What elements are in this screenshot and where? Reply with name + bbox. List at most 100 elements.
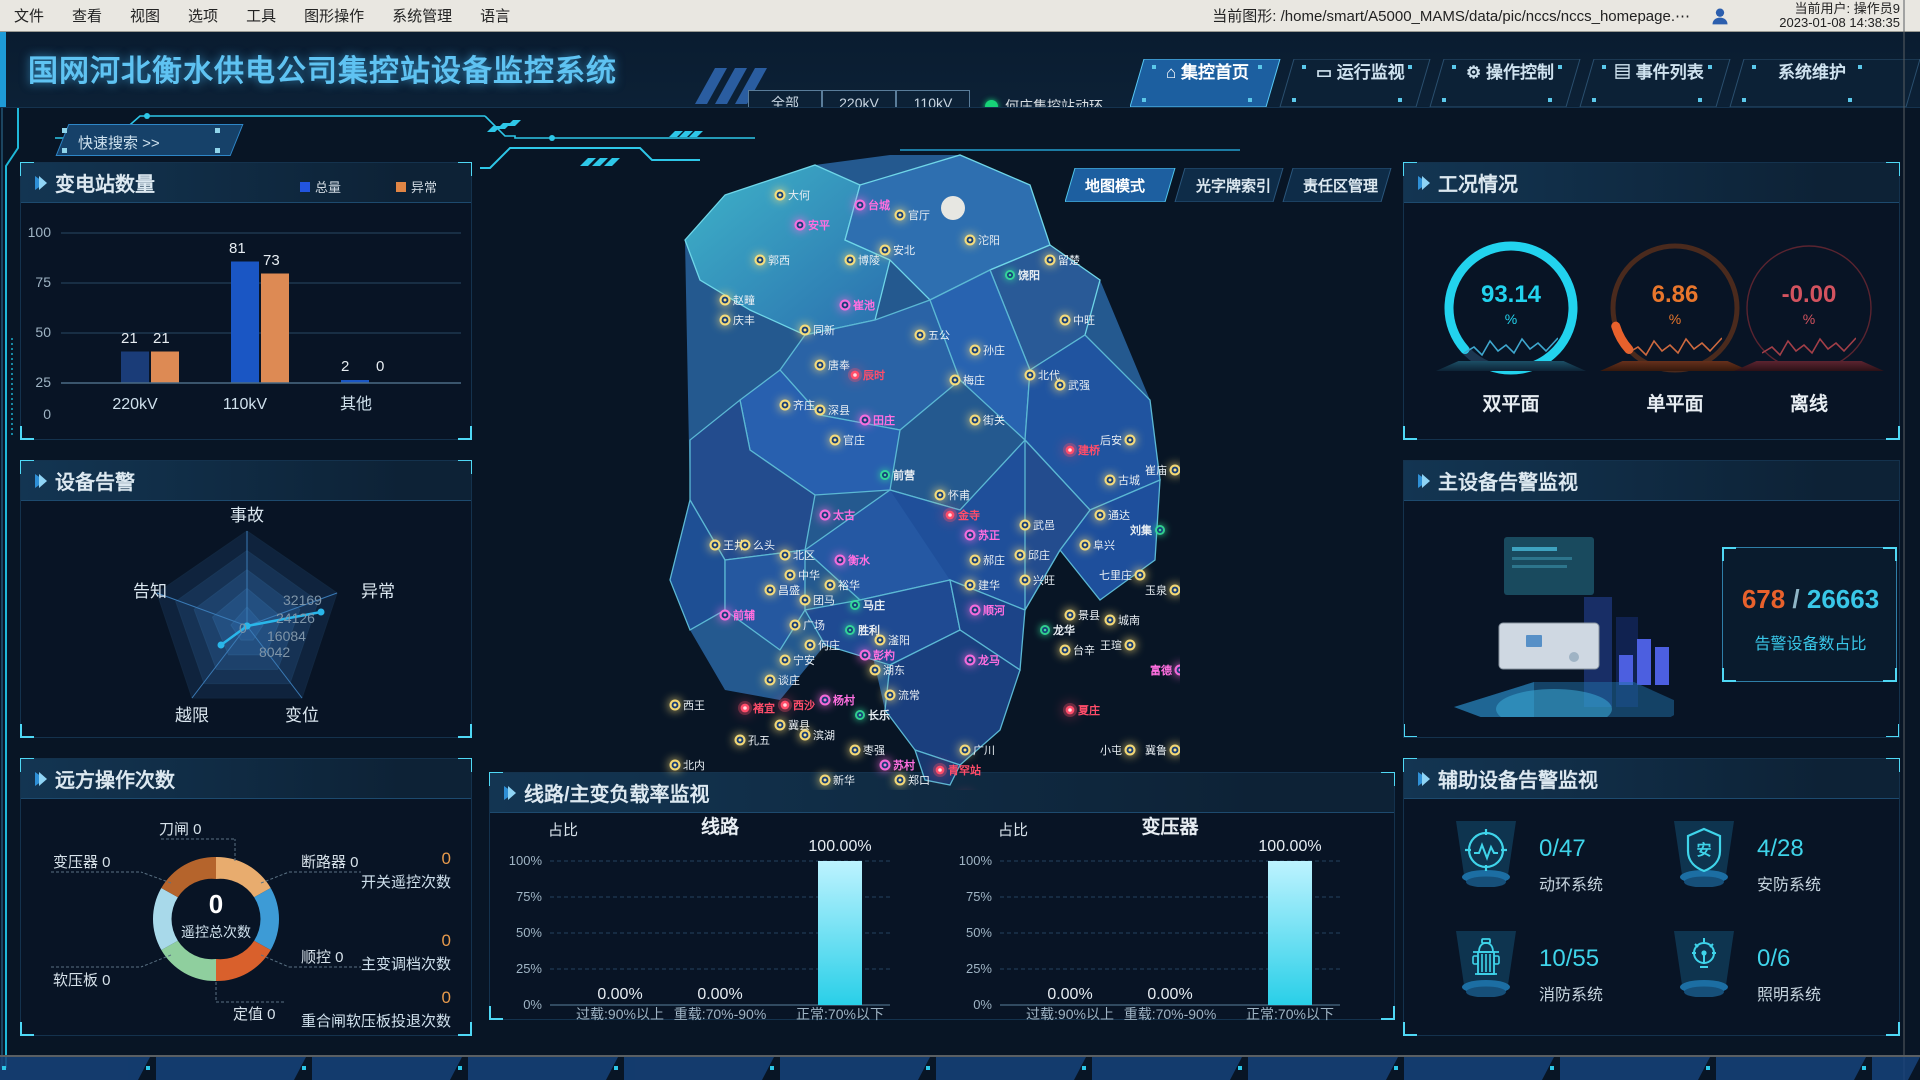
svg-text:重载:70%-90%: 重载:70%-90% bbox=[674, 1006, 767, 1021]
svg-text:其他: 其他 bbox=[340, 395, 372, 413]
svg-text:辰时: 辰时 bbox=[863, 368, 885, 382]
svg-text:32169: 32169 bbox=[283, 592, 322, 608]
svg-text:唐奉: 唐奉 bbox=[828, 358, 850, 372]
svg-text:孙庄: 孙庄 bbox=[983, 343, 1005, 357]
svg-text:官厅: 官厅 bbox=[908, 208, 930, 222]
svg-text:留楚: 留楚 bbox=[1058, 253, 1080, 267]
svg-text:前营: 前营 bbox=[893, 468, 915, 482]
svg-text:西王: 西王 bbox=[683, 700, 705, 712]
svg-text:古城: 古城 bbox=[1118, 474, 1140, 487]
svg-text:北代: 北代 bbox=[1038, 369, 1060, 382]
svg-text:建华: 建华 bbox=[978, 578, 1000, 592]
svg-text:武邑: 武邑 bbox=[1033, 519, 1055, 532]
svg-text:大何: 大何 bbox=[788, 188, 810, 202]
svg-text:田庄: 田庄 bbox=[873, 413, 895, 427]
svg-text:官庄: 官庄 bbox=[843, 433, 865, 447]
svg-text:刀闸 0: 刀闸 0 bbox=[159, 821, 202, 838]
svg-text:顺控 0: 顺控 0 bbox=[301, 949, 344, 966]
svg-text:沱阳: 沱阳 bbox=[978, 233, 1000, 247]
svg-text:梅庄: 梅庄 bbox=[963, 373, 985, 387]
svg-text:变压器 0: 变压器 0 bbox=[53, 854, 111, 871]
svg-text:谈庄: 谈庄 bbox=[778, 673, 800, 687]
svg-text:七里庄: 七里庄 bbox=[1099, 568, 1132, 582]
svg-text:彭杓: 彭杓 bbox=[873, 648, 895, 662]
svg-text:软压板 0: 软压板 0 bbox=[53, 971, 111, 989]
svg-text:新华: 新华 bbox=[833, 773, 855, 787]
svg-text:中华: 中华 bbox=[798, 568, 820, 582]
svg-text:苏村: 苏村 bbox=[893, 758, 915, 772]
svg-text:0: 0 bbox=[239, 620, 247, 636]
svg-text:刘集: 刘集 bbox=[1130, 523, 1153, 537]
svg-text:24126: 24126 bbox=[276, 610, 315, 626]
svg-text:告知: 告知 bbox=[133, 582, 167, 601]
svg-text:台辛: 台辛 bbox=[1073, 643, 1095, 657]
svg-text:枣强: 枣强 bbox=[863, 744, 885, 757]
svg-text:安: 安 bbox=[1696, 841, 1711, 859]
svg-text:孔五: 孔五 bbox=[748, 734, 770, 747]
svg-text:深县: 深县 bbox=[828, 404, 850, 417]
svg-text:广场: 广场 bbox=[803, 618, 825, 632]
svg-text:8042: 8042 bbox=[259, 644, 290, 660]
svg-text:安平: 安平 bbox=[808, 218, 830, 232]
svg-text:0.00%: 0.00% bbox=[697, 986, 742, 1003]
svg-text:马庄: 马庄 bbox=[863, 598, 885, 612]
svg-text:正常:70%以下: 正常:70%以下 bbox=[1246, 1006, 1334, 1021]
svg-text:100.00%: 100.00% bbox=[1258, 838, 1321, 855]
svg-text:100.00%: 100.00% bbox=[808, 838, 871, 855]
svg-text:博陵: 博陵 bbox=[858, 254, 880, 267]
svg-text:庆丰: 庆丰 bbox=[733, 313, 755, 327]
svg-text:台城: 台城 bbox=[868, 198, 890, 212]
svg-text:后安: 后安 bbox=[1100, 433, 1122, 447]
svg-text:事故: 事故 bbox=[230, 506, 264, 525]
svg-text:异常: 异常 bbox=[361, 582, 395, 601]
svg-text:重合闸软压板投退次数: 重合闸软压板投退次数 bbox=[301, 1012, 451, 1030]
svg-text:杨村: 杨村 bbox=[833, 693, 855, 707]
svg-text:邱庄: 邱庄 bbox=[1028, 548, 1050, 562]
svg-text:前辅: 前辅 bbox=[733, 608, 755, 622]
svg-text:城南: 城南 bbox=[1118, 614, 1140, 627]
svg-text:冀鲁: 冀鲁 bbox=[1145, 743, 1167, 757]
svg-text:2: 2 bbox=[341, 358, 349, 375]
svg-text:青罕站: 青罕站 bbox=[948, 763, 981, 777]
svg-text:兴旺: 兴旺 bbox=[1033, 574, 1055, 587]
svg-text:断路器 0: 断路器 0 bbox=[301, 854, 359, 871]
svg-text:16084: 16084 bbox=[267, 628, 306, 644]
svg-text:么头: 么头 bbox=[753, 539, 775, 552]
svg-text:0: 0 bbox=[442, 849, 451, 868]
svg-text:0%: 0% bbox=[523, 997, 542, 1012]
svg-text:阜兴: 阜兴 bbox=[1093, 539, 1115, 552]
svg-text:81: 81 bbox=[229, 240, 246, 257]
svg-text:主变调档次数: 主变调档次数 bbox=[361, 956, 451, 973]
svg-text:遥控总次数: 遥控总次数 bbox=[181, 924, 251, 940]
svg-text:110kV: 110kV bbox=[223, 396, 268, 413]
svg-text:赵疃: 赵疃 bbox=[733, 293, 755, 307]
svg-text:50: 50 bbox=[35, 324, 51, 340]
svg-text:同新: 同新 bbox=[813, 323, 835, 337]
svg-text:25: 25 bbox=[35, 374, 51, 390]
svg-text:齐庄: 齐庄 bbox=[793, 398, 815, 412]
svg-text:太古: 太古 bbox=[832, 508, 855, 522]
svg-text:开关遥控次数: 开关遥控次数 bbox=[361, 874, 451, 891]
svg-text:21: 21 bbox=[153, 330, 170, 347]
svg-text:中旺: 中旺 bbox=[1073, 314, 1095, 327]
svg-text:变压器: 变压器 bbox=[1141, 815, 1199, 838]
svg-text:金寺: 金寺 bbox=[957, 508, 980, 522]
svg-text:75%: 75% bbox=[966, 889, 992, 904]
svg-text:北区: 北区 bbox=[793, 549, 815, 562]
svg-text:滏阳: 滏阳 bbox=[888, 634, 910, 647]
svg-text:团马: 团马 bbox=[813, 594, 835, 607]
svg-text:流常: 流常 bbox=[898, 688, 920, 702]
svg-text:0.00%: 0.00% bbox=[597, 986, 642, 1003]
svg-text:正常:70%以下: 正常:70%以下 bbox=[796, 1006, 884, 1021]
svg-text:胜利: 胜利 bbox=[857, 623, 880, 637]
svg-text:饶阳: 饶阳 bbox=[1018, 268, 1040, 282]
svg-text:武强: 武强 bbox=[1068, 379, 1090, 392]
svg-text:通达: 通达 bbox=[1108, 509, 1130, 522]
svg-text:崔庙: 崔庙 bbox=[1145, 463, 1167, 477]
svg-text:220kV: 220kV bbox=[112, 396, 158, 413]
svg-text:怀甫: 怀甫 bbox=[948, 489, 970, 502]
svg-text:龙华: 龙华 bbox=[1052, 623, 1075, 637]
svg-text:73: 73 bbox=[263, 252, 280, 269]
svg-text:滨湖: 滨湖 bbox=[813, 728, 835, 742]
svg-text:21: 21 bbox=[121, 330, 138, 347]
